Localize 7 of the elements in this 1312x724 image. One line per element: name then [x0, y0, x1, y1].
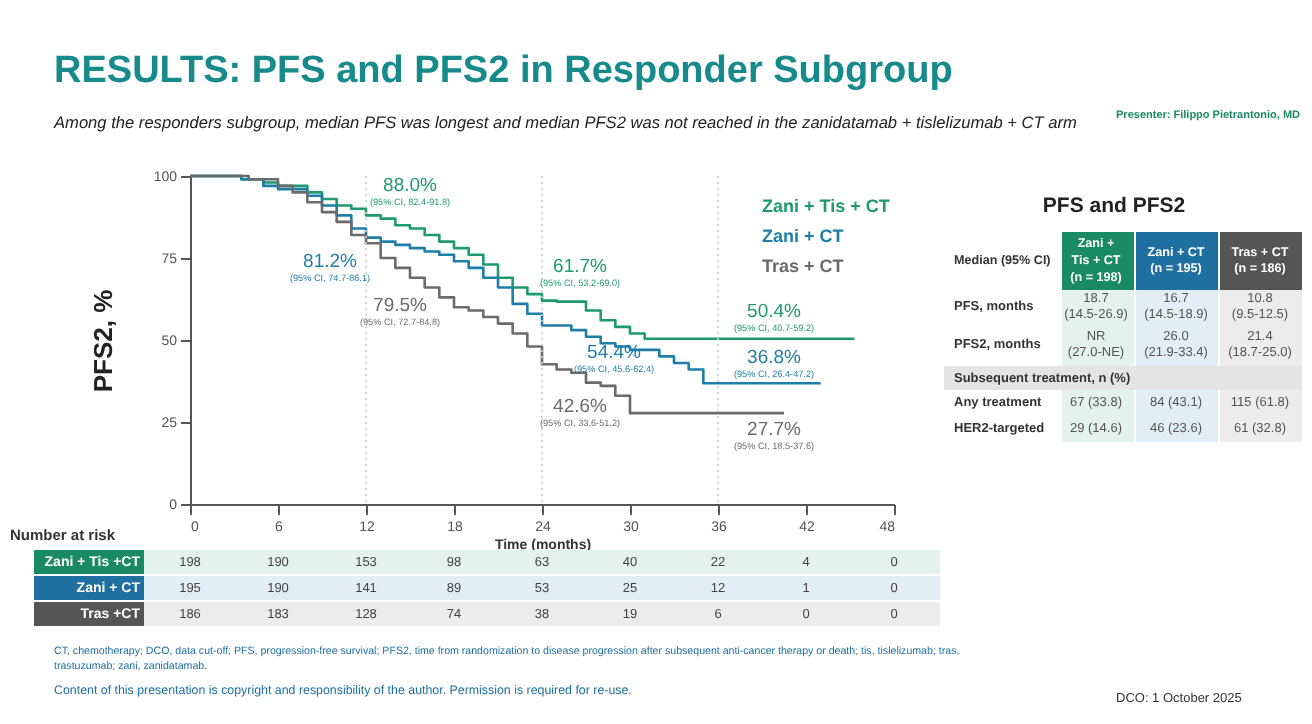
- text: Tras + CT: [762, 256, 845, 276]
- y-axis-title: PFS2, %: [87, 288, 118, 393]
- text: PFS and PFS2: [1042, 194, 1186, 218]
- chart-subtitle: Among the responders subgroup, median PFS was longest and median PFS2 was not reached in the zanidatamab + tislelizumab + CT arm: [52, 112, 1078, 132]
- text: Zani + Tis + CT: [762, 196, 891, 216]
- chart-title: RESULTS: PFS and PFS2 in Responder Subgroup: [54, 50, 953, 92]
- text: Zani + CT: [762, 226, 845, 246]
